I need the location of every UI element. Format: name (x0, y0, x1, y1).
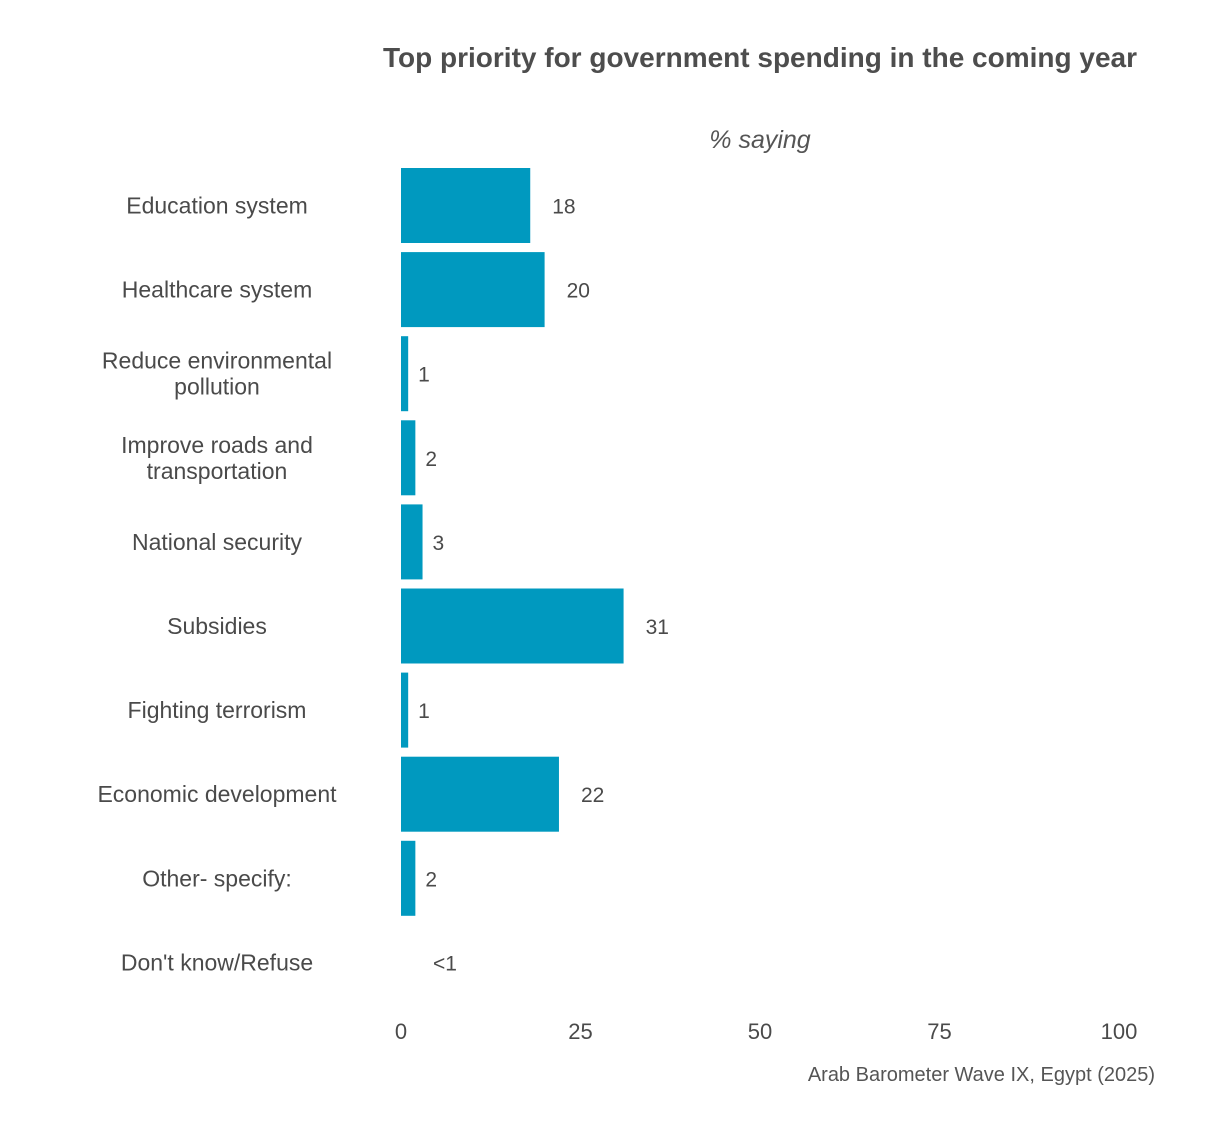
data-label: 2 (425, 448, 437, 471)
bar (401, 504, 423, 580)
category-label: Improve roads and transportation (121, 432, 313, 484)
x-tick-label: 100 (1101, 1019, 1138, 1044)
category-label: Education system (126, 193, 308, 219)
x-tick-label: 0 (395, 1019, 407, 1044)
category-label: Fighting terrorism (128, 697, 307, 723)
data-label: <1 (433, 952, 457, 975)
bar (401, 840, 416, 916)
bars (401, 168, 624, 916)
chart-caption: Arab Barometer Wave IX, Egypt (2025) (807, 1064, 1155, 1086)
category-label: Subsidies (167, 613, 267, 639)
category-label: Healthcare system (122, 277, 312, 303)
data-label: 18 (552, 196, 575, 219)
category-label: National security (132, 529, 303, 555)
category-label: Economic development (97, 781, 337, 807)
chart-subtitle: % saying (709, 126, 811, 154)
bar (401, 336, 409, 412)
data-label: 31 (646, 616, 669, 639)
x-tick-label: 50 (748, 1019, 772, 1044)
data-label: 20 (567, 280, 590, 303)
bar (401, 672, 409, 748)
x-tick-label: 75 (927, 1019, 951, 1044)
data-label: 1 (418, 700, 430, 723)
category-label: Don't know/Refuse (121, 949, 313, 975)
category-label: Other- specify: (142, 865, 292, 891)
data-label: 2 (425, 868, 437, 891)
data-label: 22 (581, 784, 604, 807)
category-label: Reduce environmental pollution (102, 348, 332, 400)
category-labels: Education system Healthcare system Reduce … (97, 193, 337, 976)
bar (401, 588, 624, 664)
bar (401, 420, 416, 496)
data-label: 3 (433, 532, 445, 555)
bar (401, 252, 545, 328)
x-axis-ticks: 0 25 50 75 100 (395, 1019, 1137, 1044)
data-label: 1 (418, 364, 430, 387)
chart-title: Top priority for government spending in … (383, 42, 1137, 73)
bar (401, 168, 531, 243)
x-tick-label: 25 (568, 1019, 592, 1044)
bar (401, 756, 559, 832)
